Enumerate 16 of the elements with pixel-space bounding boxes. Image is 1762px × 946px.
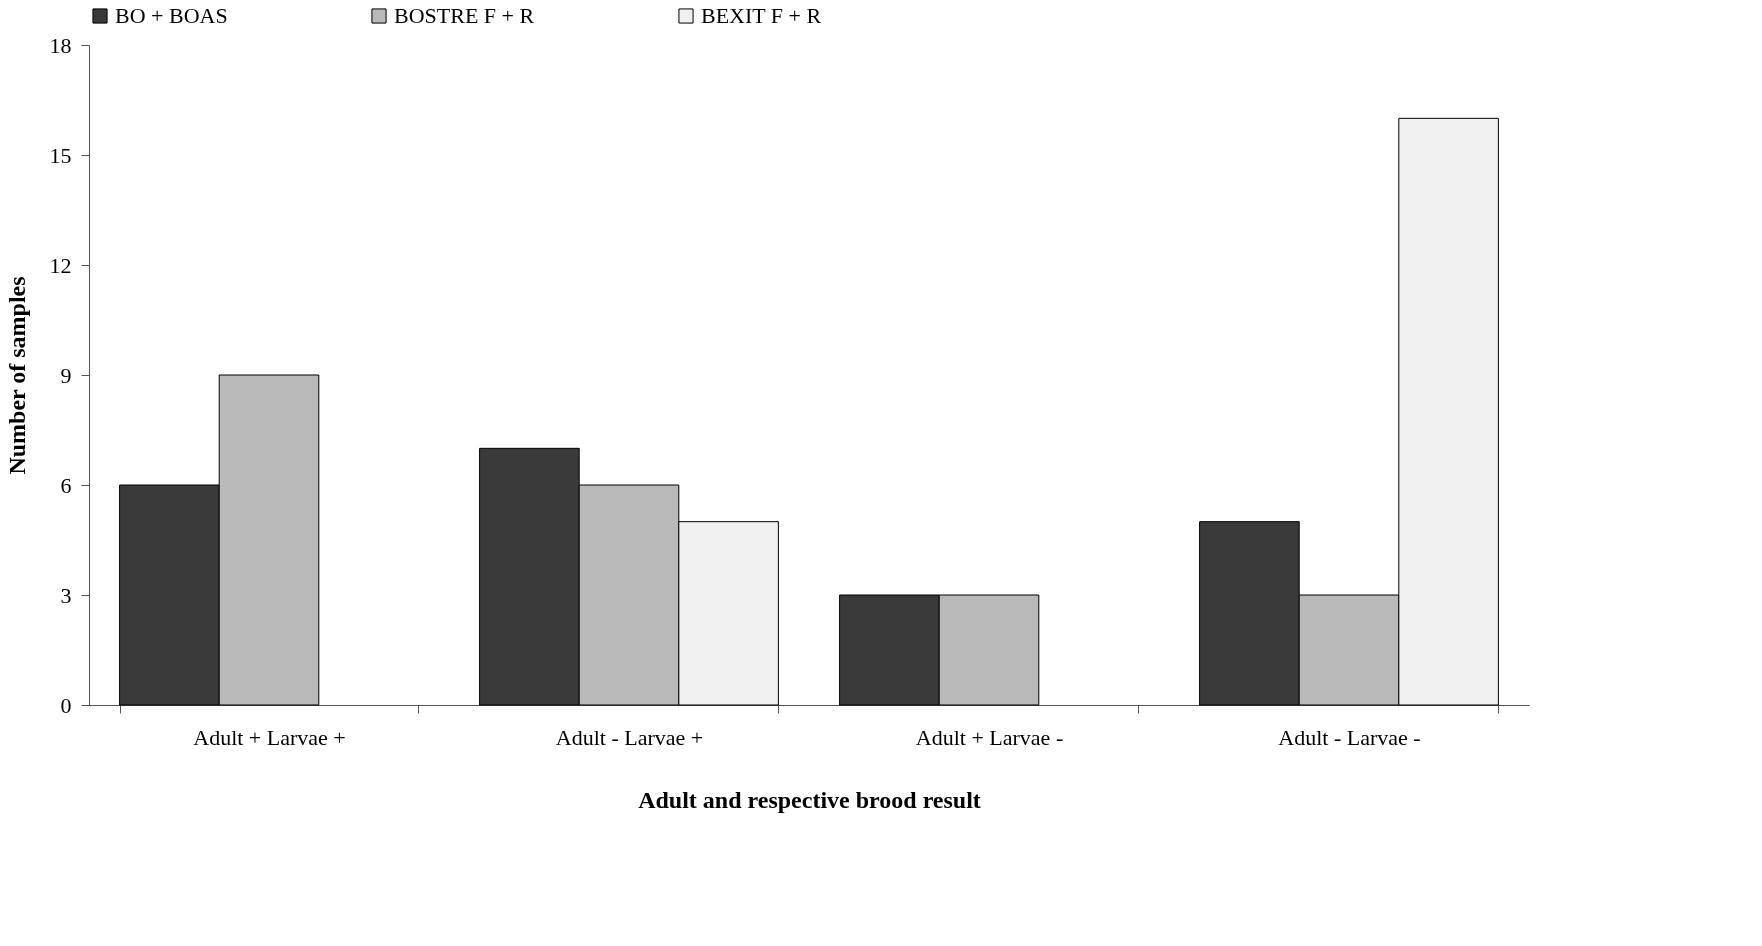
x-tick-label: Adult - Larvae + (555, 724, 704, 750)
y-axis-title: Number of samples (3, 276, 30, 475)
x-tick-label: Adult + Larvae + (193, 724, 346, 750)
x-axis-title: Adult and respective brood result (638, 786, 981, 813)
y-tick-label: 12 (49, 252, 72, 278)
x-tick-label: Adult + Larvae - (915, 724, 1064, 750)
legend-label: BEXIT F + R (701, 3, 822, 28)
y-tick-label: 3 (60, 582, 72, 608)
y-tick-label: 18 (49, 32, 72, 58)
y-tick-label: 9 (60, 362, 72, 388)
y-tick-label: 15 (49, 142, 72, 168)
y-tick-label: 0 (60, 692, 72, 718)
x-tick-label: Adult - Larvae - (1278, 724, 1421, 750)
legend-label: BO + BOAS (115, 3, 228, 28)
legend-label: BOSTRE F + R (394, 3, 535, 28)
y-tick-label: 6 (60, 472, 72, 498)
